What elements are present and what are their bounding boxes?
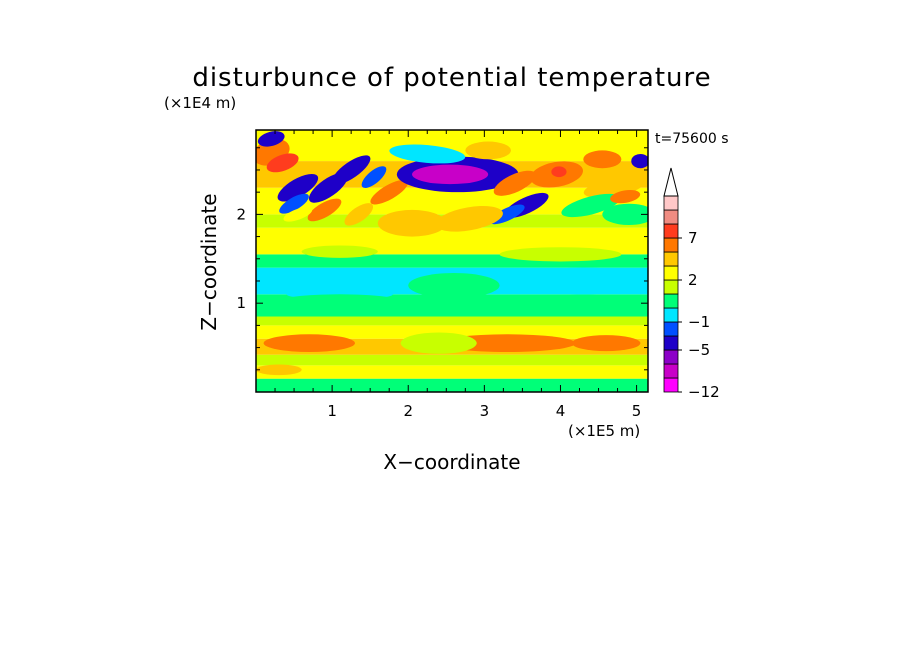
field-blob: [277, 173, 319, 202]
field-blob: [389, 144, 466, 164]
colorbar-segment: [663, 265, 679, 281]
field-blob: [499, 247, 622, 262]
field-blob: [610, 189, 641, 204]
field-blob: [435, 205, 503, 232]
colorbar-segment: [663, 363, 679, 379]
field-blob: [602, 203, 648, 226]
x-tick-label: 3: [480, 402, 490, 420]
field-blob: [408, 272, 500, 298]
colorbar-segment: [663, 293, 679, 309]
field-band: [256, 316, 648, 326]
colorbar: −12−5−127: [663, 167, 720, 401]
field-blob: [257, 131, 285, 147]
colorbar-segment: [663, 307, 679, 323]
field-blob: [514, 267, 648, 295]
field-band: [256, 354, 648, 366]
field-blob: [400, 332, 477, 354]
field-blob: [631, 153, 648, 169]
colorbar-tick-label: 2: [688, 271, 698, 289]
y-axis-unit: (×1E4 m): [164, 94, 236, 112]
plot-frame: [255, 129, 649, 393]
field-blob: [551, 166, 567, 178]
field-blob: [263, 334, 355, 353]
field-blob: [278, 294, 401, 309]
colorbar-segment: [663, 335, 679, 351]
field-blob: [377, 209, 447, 237]
colorbar-tick-label: −12: [688, 383, 720, 401]
y-tick-label: 2: [236, 205, 246, 223]
axis-ticks: 1 2 3 4 5 1 2: [236, 130, 648, 420]
colorbar-segment: [663, 251, 679, 267]
colorbar-segment: [663, 209, 679, 225]
colorbar-tick-label: −5: [688, 341, 710, 359]
field-blob: [283, 207, 313, 222]
field-blob: [301, 245, 378, 258]
contour-field: [256, 130, 648, 392]
field-blob: [469, 367, 591, 378]
field-blob: [561, 193, 621, 218]
field-blob: [361, 166, 387, 188]
time-label: t=75600 s: [655, 131, 729, 147]
field-blob: [370, 179, 408, 205]
field-blob: [583, 150, 622, 169]
field-blob: [412, 164, 489, 185]
field-blob: [324, 367, 416, 378]
x-axis-unit: (×1E5 m): [568, 422, 640, 440]
colorbar-segment: [663, 279, 679, 295]
field-blob: [279, 193, 309, 214]
y-axis-label: Z−coordinate: [197, 193, 221, 330]
field-blob: [266, 153, 299, 173]
colorbar-segment: [663, 195, 679, 211]
colorbar-segment: [663, 321, 679, 337]
colorbar-tick-label: −1: [688, 313, 710, 331]
colorbar-tick-label: 7: [688, 229, 698, 247]
colorbar-extend-arrow: [663, 167, 679, 197]
field-blob: [331, 155, 371, 185]
colorbar-segment: [663, 223, 679, 239]
colorbar-segment: [663, 377, 679, 393]
colorbar-segment: [663, 237, 679, 253]
field-blob: [571, 335, 641, 352]
x-tick-label: 4: [556, 402, 566, 420]
x-tick-label: 2: [403, 402, 413, 420]
x-tick-label: 1: [327, 402, 337, 420]
field-blob: [465, 141, 511, 160]
field-blob: [344, 203, 374, 226]
field-blob: [493, 170, 536, 196]
field-blob: [271, 268, 394, 294]
x-tick-label: 5: [632, 402, 642, 420]
field-blob: [256, 364, 302, 376]
field-blob: [307, 198, 342, 222]
field-band: [256, 378, 648, 392]
field-band: [256, 325, 648, 339]
y-tick-label: 1: [236, 294, 246, 312]
x-axis-label: X−coordinate: [383, 450, 520, 474]
colorbar-segment: [663, 349, 679, 365]
chart-title: disturbunce of potential temperature: [192, 63, 711, 93]
